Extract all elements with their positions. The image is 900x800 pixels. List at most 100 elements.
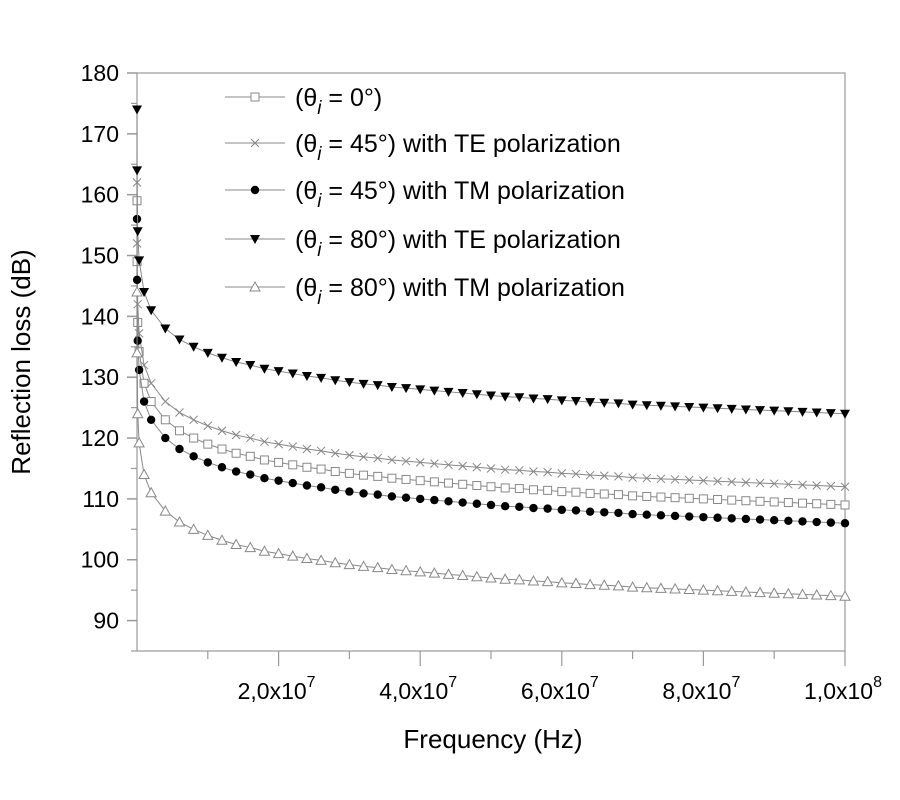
data-point [139,378,149,388]
data-point [628,473,637,482]
data-point [557,505,566,515]
data-point [444,478,454,488]
data-point [542,395,553,405]
data-point [784,479,793,489]
data-point [584,578,596,590]
data-point [669,582,681,594]
data-point [727,477,737,487]
data-point [217,463,227,472]
data-point [316,446,326,456]
data-point [288,442,298,451]
data-point [614,508,623,518]
data-point [458,461,468,471]
data-point [133,336,142,345]
legend-marker [250,235,260,244]
data-point [272,547,285,559]
data-point [359,470,369,480]
data-point [288,460,298,470]
legend-item: (θi = 45°) with TM polarization [225,177,625,212]
data-point [628,491,638,501]
data-point [428,567,441,578]
data-point [415,458,425,467]
data-point [430,459,439,468]
y-tick-label: 110 [82,486,119,512]
data-point [642,473,652,483]
data-point [329,556,342,568]
data-point [138,468,150,480]
data-point [401,384,412,394]
data-point [139,397,149,406]
data-point [286,550,299,561]
data-point [513,573,526,585]
data-point [175,408,184,417]
data-point [798,498,808,508]
data-point [655,401,666,411]
data-point [134,329,144,338]
data-point [160,324,171,334]
x-tick-label: 8,0x107 [662,674,740,704]
data-point [699,476,708,485]
data-point [486,482,496,492]
data-point [642,510,651,519]
data-point [570,577,582,588]
data-point [258,545,271,556]
data-point [457,389,468,399]
data-point [274,439,283,449]
data-point [302,462,312,472]
data-point [330,376,341,386]
data-point [245,433,255,443]
data-point [684,493,694,503]
data-point [132,227,143,237]
data-point [641,401,652,411]
data-point [499,573,512,584]
data-point [159,505,172,516]
x-tick-label: 2,0x107 [238,674,316,704]
legend-label: (θi = 45°) with TM polarization [295,177,625,212]
series-3 [132,214,850,528]
data-point [840,482,850,492]
data-point [415,385,426,395]
legend: (θi = 0°) (θi = 45°) with TE polarization… [225,84,625,309]
data-point [683,583,696,595]
data-point [330,448,340,458]
data-point [698,494,708,504]
data-point [316,483,326,492]
data-point [274,476,283,485]
data-point [740,585,752,597]
data-point [585,398,596,408]
data-point [670,402,681,412]
data-point [741,496,751,506]
data-point [472,481,482,491]
y-tick-label: 180 [81,60,119,86]
data-point [134,256,145,266]
data-point [302,444,312,454]
data-point [359,489,368,498]
x-axis-title: Frequency (Hz) [403,724,582,754]
legend-label: (θi = 80°) with TM polarization [295,274,625,309]
data-point [796,588,809,599]
data-point [160,397,170,406]
data-point [557,487,567,497]
data-point [301,371,312,381]
data-point [784,516,793,525]
data-point [245,361,256,371]
data-point [131,346,143,358]
series-line [136,292,846,597]
data-point [812,517,821,527]
data-point [301,552,313,564]
data-point [711,584,724,596]
axes: 90 100 110 120 130 140 150 160 170 180 2,0x107 4,0x… [81,60,882,704]
data-point [401,456,411,466]
data-point [514,393,525,403]
data-point [442,568,455,579]
data-point [203,439,213,449]
data-point [188,342,199,352]
data-point [343,558,356,570]
data-point [373,490,382,499]
data-point [139,288,150,298]
data-point [571,469,581,479]
data-point [826,518,836,527]
data-point [302,481,312,490]
data-point [443,387,454,397]
